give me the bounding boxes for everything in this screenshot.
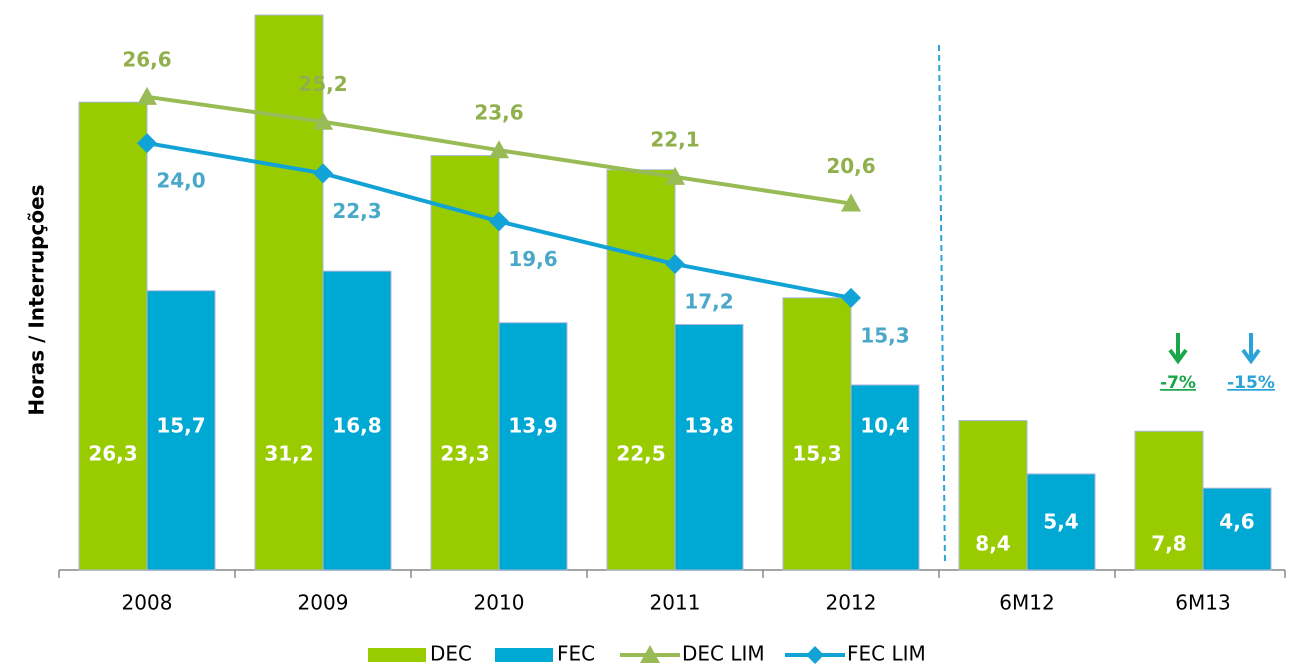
bar: [322, 270, 392, 571]
bar: [782, 297, 852, 571]
bar: [1026, 473, 1096, 571]
bar: [254, 14, 324, 571]
value-label: 26,6: [122, 47, 171, 71]
bar: [606, 169, 676, 571]
period-divider: [938, 44, 946, 566]
value-label: 17,2: [684, 290, 733, 314]
triangle-marker: [313, 111, 333, 130]
bar: [674, 324, 744, 571]
legend-marker: [640, 645, 660, 663]
bar: [498, 322, 568, 571]
legend-marker: [806, 646, 824, 664]
x-tick-label: 6M12: [999, 591, 1054, 615]
value-label: 24,0: [156, 169, 205, 193]
bar: [146, 290, 216, 571]
value-label: 22,3: [332, 199, 381, 223]
x-tick-label: 2010: [474, 591, 525, 615]
x-tick-label: 6M13: [1175, 591, 1230, 615]
value-label: 15,3: [792, 442, 841, 466]
legend-label: FEC: [557, 642, 595, 666]
value-label: 31,2: [264, 442, 313, 466]
legend-label: FEC LIM: [847, 642, 926, 666]
legend-swatch: [495, 648, 553, 662]
triangle-marker: [665, 166, 685, 185]
x-tick-label: 2011: [650, 591, 701, 615]
value-label: 22,1: [650, 127, 699, 151]
value-label: 23,3: [440, 442, 489, 466]
value-label: 13,9: [508, 414, 557, 438]
value-label: 15,3: [860, 323, 909, 347]
annotation: -15%: [1227, 373, 1275, 393]
diamond-marker: [841, 287, 861, 308]
diamond-marker: [489, 211, 509, 232]
value-label: 5,4: [1043, 510, 1078, 534]
annotation: -7%: [1160, 373, 1196, 393]
value-label: 8,4: [975, 532, 1010, 556]
y-axis-label: Horas / Interrupções: [25, 184, 49, 415]
bar: [1202, 487, 1272, 571]
bar: [78, 101, 148, 571]
value-label: 26,3: [88, 442, 137, 466]
legend-label: DEC: [430, 642, 472, 666]
value-label: 10,4: [860, 414, 909, 438]
bar: [1134, 430, 1204, 571]
triangle-marker: [137, 86, 157, 105]
diamond-marker: [137, 133, 157, 154]
value-label: 4,6: [1219, 510, 1254, 534]
value-label: 7,8: [1151, 532, 1186, 556]
x-tick-label: 2012: [826, 591, 877, 615]
diamond-marker: [313, 163, 333, 184]
triangle-marker: [841, 193, 861, 212]
legend-swatch: [368, 648, 426, 662]
diamond-marker: [665, 254, 685, 275]
triangle-marker: [489, 140, 509, 159]
legend-label: DEC LIM: [682, 642, 765, 666]
value-label: 20,6: [826, 154, 875, 178]
bar: [958, 420, 1028, 571]
bar: [850, 384, 920, 571]
value-label: 22,5: [616, 442, 665, 466]
value-label: 25,2: [298, 72, 347, 96]
value-label: 13,8: [684, 414, 733, 438]
down-arrow: [1241, 333, 1261, 365]
value-label: 15,7: [156, 414, 205, 438]
value-label: 19,6: [508, 247, 557, 271]
x-tick-label: 2009: [298, 591, 349, 615]
down-arrow: [1168, 333, 1188, 365]
x-tick-label: 2008: [122, 591, 173, 615]
value-label: 23,6: [474, 101, 523, 125]
value-label: 16,8: [332, 414, 381, 438]
